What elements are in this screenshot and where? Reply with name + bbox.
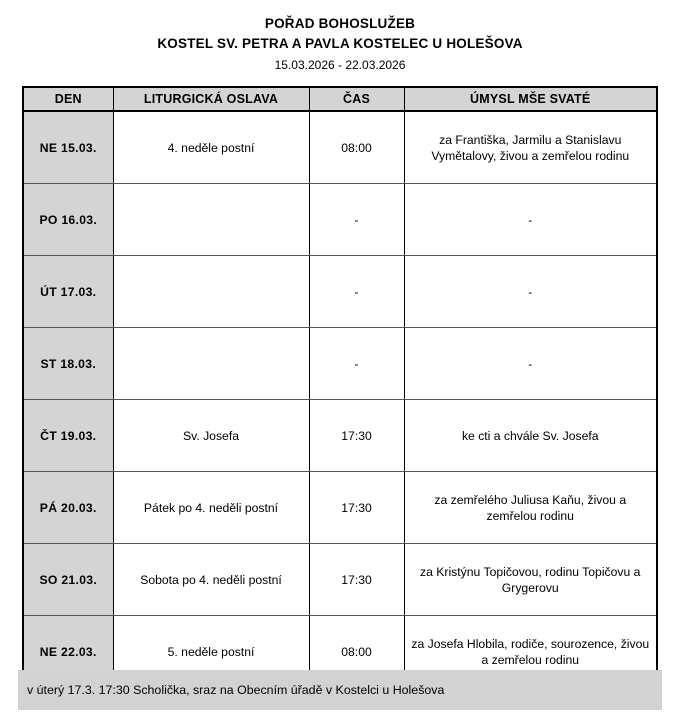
cell-day: ÚT 17.03. <box>23 255 114 328</box>
cell-day: SO 21.03. <box>23 543 114 616</box>
column-header-day: DEN <box>23 87 114 112</box>
table-body: NE 15.03. 4. neděle postní 08:00 za Fran… <box>23 111 657 688</box>
cell-intention: - <box>404 255 657 328</box>
table-row: ČT 19.03. Sv. Josefa 17:30 ke cti a chvá… <box>23 399 657 472</box>
cell-day: PO 16.03. <box>23 183 114 256</box>
cell-day: NE 15.03. <box>23 111 114 184</box>
cell-intention: - <box>404 183 657 256</box>
page-title: POŘAD BOHOSLUŽEB <box>264 16 416 31</box>
table-row: NE 15.03. 4. neděle postní 08:00 za Fran… <box>23 111 657 184</box>
document-header: POŘAD BOHOSLUŽEB KOSTEL SV. PETRA A PAVL… <box>0 0 680 75</box>
cell-liturgy <box>113 327 310 400</box>
cell-intention: za Františka, Jarmilu a Stanislavu Vymět… <box>404 111 657 184</box>
cell-time: 08:00 <box>309 111 405 184</box>
schedule-table: DEN LITURGICKÁ OSLAVA ČAS ÚMYSL MŠE SVAT… <box>22 86 658 689</box>
page-subtitle: KOSTEL SV. PETRA A PAVLA KOSTELEC U HOLE… <box>157 36 523 51</box>
cell-liturgy <box>113 183 310 256</box>
schedule-table-container: DEN LITURGICKÁ OSLAVA ČAS ÚMYSL MŠE SVAT… <box>22 86 658 689</box>
cell-time: - <box>309 183 405 256</box>
table-row: ST 18.03. - - <box>23 327 657 400</box>
cell-intention: za Kristýnu Topičovou, rodinu Topičovu a… <box>404 543 657 616</box>
cell-liturgy: Sv. Josefa <box>113 399 310 472</box>
cell-liturgy: Sobota po 4. neděli postní <box>113 543 310 616</box>
cell-time: - <box>309 327 405 400</box>
column-header-intention: ÚMYSL MŠE SVATÉ <box>404 87 657 112</box>
table-header-row: DEN LITURGICKÁ OSLAVA ČAS ÚMYSL MŠE SVAT… <box>23 87 657 112</box>
date-range: 15.03.2026 - 22.03.2026 <box>274 58 406 72</box>
table-row: PÁ 20.03. Pátek po 4. neděli postní 17:3… <box>23 471 657 544</box>
cell-liturgy: Pátek po 4. neděli postní <box>113 471 310 544</box>
cell-liturgy: 4. neděle postní <box>113 111 310 184</box>
cell-time: 17:30 <box>309 543 405 616</box>
table-row: PO 16.03. - - <box>23 183 657 256</box>
column-header-liturgy: LITURGICKÁ OSLAVA <box>113 87 310 112</box>
table-row: SO 21.03. Sobota po 4. neděli postní 17:… <box>23 543 657 616</box>
cell-intention: za zemřelého Juliusa Kaňu, živou a zemře… <box>404 471 657 544</box>
table-row: ÚT 17.03. - - <box>23 255 657 328</box>
table-header: DEN LITURGICKÁ OSLAVA ČAS ÚMYSL MŠE SVAT… <box>23 87 657 112</box>
cell-time: 17:30 <box>309 399 405 472</box>
cell-day: ČT 19.03. <box>23 399 114 472</box>
cell-day: ST 18.03. <box>23 327 114 400</box>
column-header-time: ČAS <box>309 87 405 112</box>
cell-intention: - <box>404 327 657 400</box>
cell-time: - <box>309 255 405 328</box>
cell-day: PÁ 20.03. <box>23 471 114 544</box>
cell-intention: ke cti a chvále Sv. Josefa <box>404 399 657 472</box>
cell-liturgy <box>113 255 310 328</box>
footer-note-text: v úterý 17.3. 17:30 Scholička, sraz na O… <box>27 683 445 697</box>
footer-note-bar: v úterý 17.3. 17:30 Scholička, sraz na O… <box>18 670 662 710</box>
cell-time: 17:30 <box>309 471 405 544</box>
